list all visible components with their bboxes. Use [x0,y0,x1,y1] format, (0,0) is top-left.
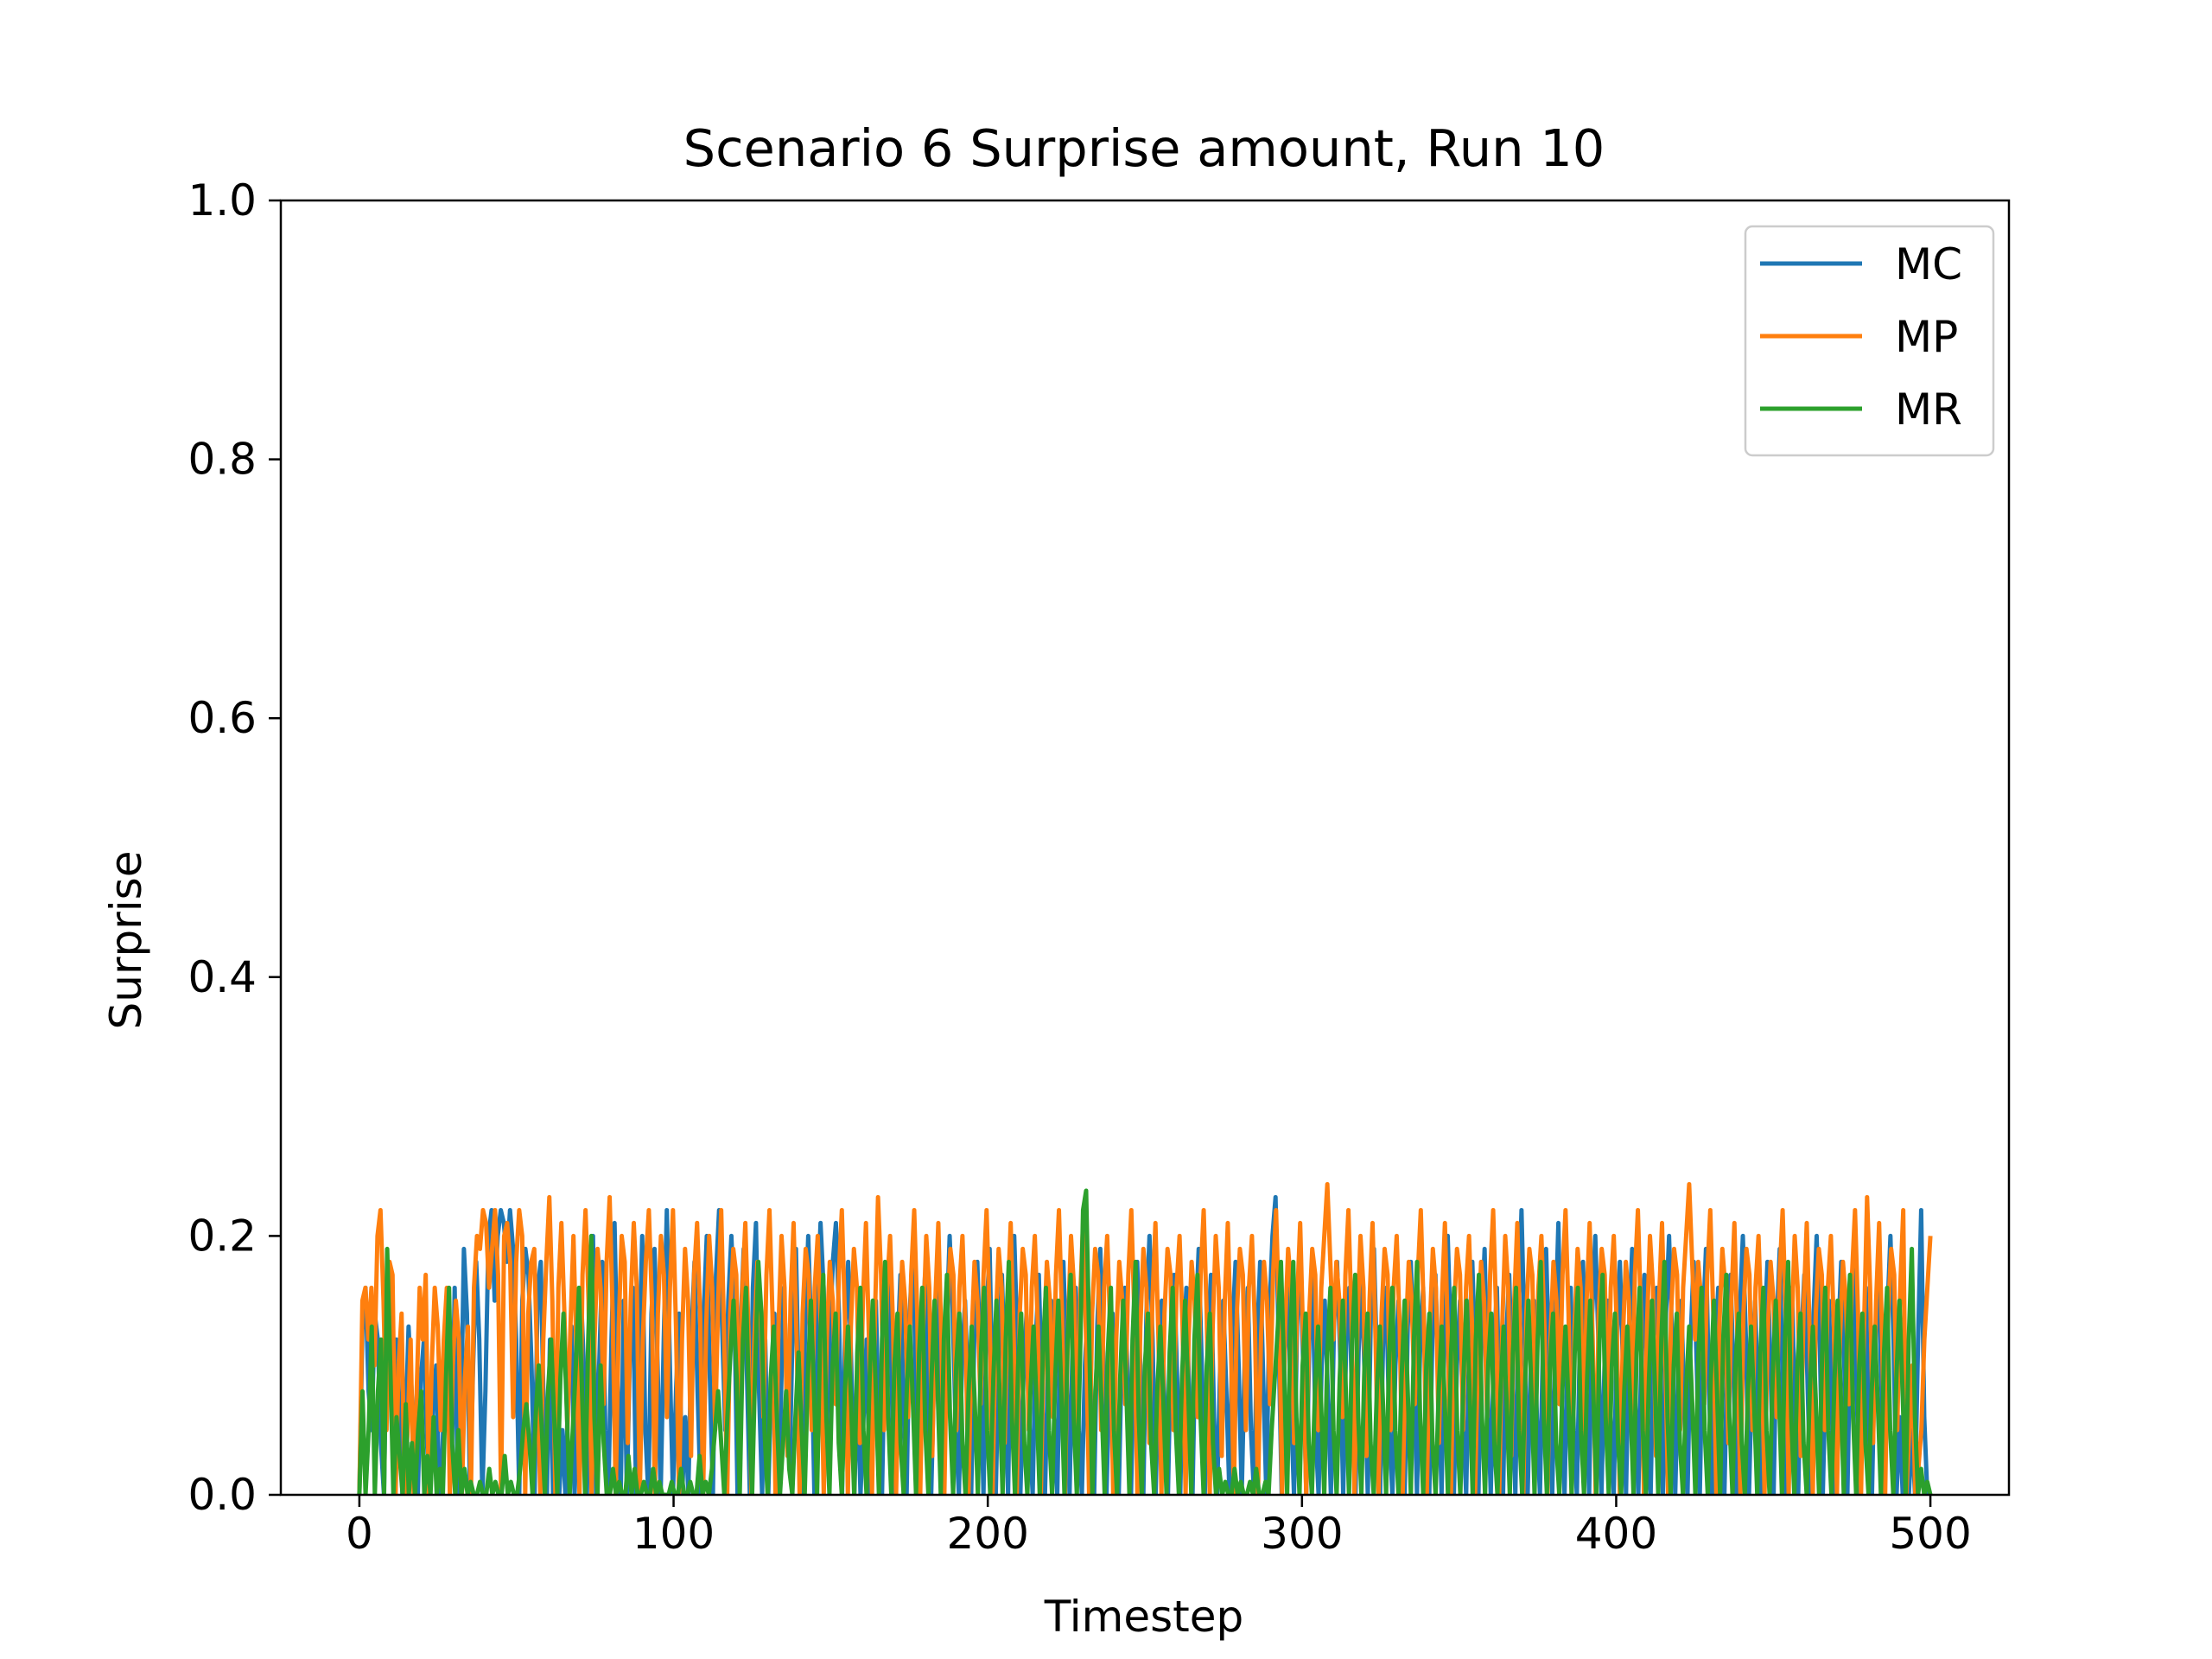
x-axis-label: Timestep [1044,1592,1244,1642]
chart-title: Scenario 6 Surprise amount, Run 10 [683,118,1605,178]
series-line-mr [357,1188,1933,1495]
legend-label-mr: MR [1895,385,1962,435]
legend: MC MP MR [1744,225,1995,457]
y-axis-label: Surprise [101,851,151,1030]
series-lines [357,1181,1933,1495]
x-tick-label: 100 [632,1509,715,1559]
x-tick-label: 500 [1889,1509,1971,1559]
legend-label-mp: MP [1895,312,1958,362]
plot-area-frame [279,199,2011,1497]
y-tick-label: 0.8 [188,435,257,485]
x-tick-label: 300 [1261,1509,1343,1559]
y-tick-label: 0.0 [188,1470,257,1520]
y-tick-label: 1.0 [188,175,257,226]
x-tick-label: 0 [346,1509,373,1559]
x-axis-ticks: 0 100 200 300 400 500 [346,1495,1972,1559]
y-tick-label: 0.6 [188,693,257,743]
legend-box [1744,225,1995,457]
y-tick-label: 0.4 [188,952,257,1002]
y-tick-label: 0.2 [188,1211,257,1261]
y-axis-ticks: 0.0 0.2 0.4 0.6 0.8 1.0 [188,175,281,1520]
legend-label-mc: MC [1895,239,1962,289]
x-tick-label: 200 [946,1509,1028,1559]
x-tick-label: 400 [1575,1509,1657,1559]
